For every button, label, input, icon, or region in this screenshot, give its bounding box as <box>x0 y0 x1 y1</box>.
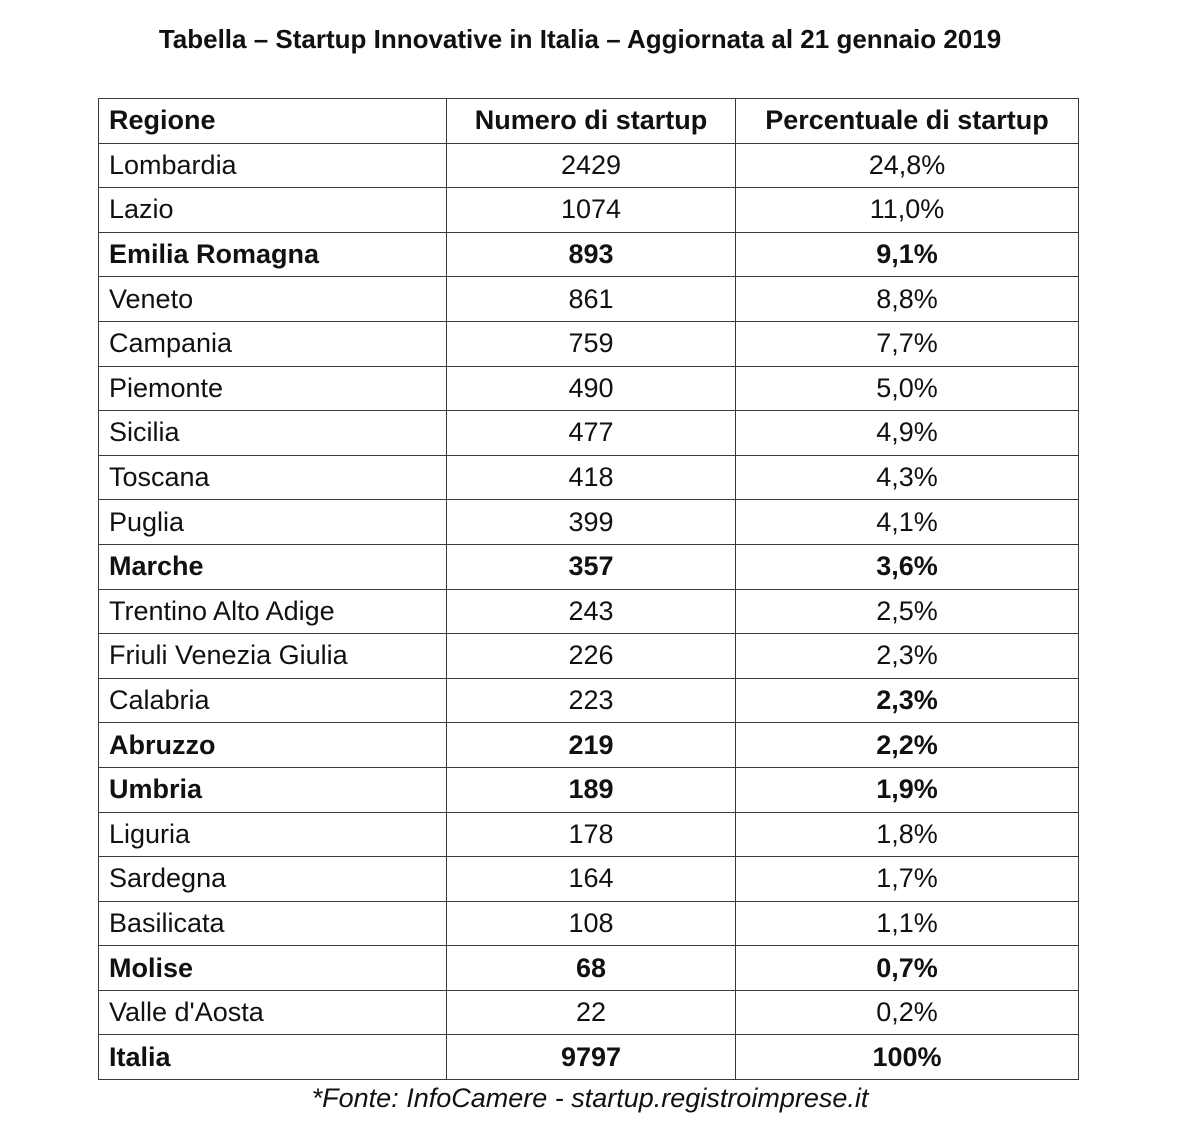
region-cell: Campania <box>98 320 447 367</box>
count-cell: 418 <box>446 454 736 501</box>
percent-cell: 2,3% <box>735 633 1079 679</box>
table-row: Veneto 861 8,8% <box>98 276 1079 322</box>
region-cell: Emilia Romagna <box>98 231 447 278</box>
region-cell: Marche <box>98 543 447 590</box>
table-row: Sardegna 164 1,7% <box>98 856 1079 902</box>
count-cell: 490 <box>446 365 736 412</box>
table-row: Sicilia 477 4,9% <box>98 410 1079 456</box>
region-cell: Sicilia <box>98 410 447 456</box>
table-row: Basilicata 108 1,1% <box>98 900 1079 947</box>
count-cell: 68 <box>446 945 736 991</box>
table-row: Toscana 418 4,3% <box>98 454 1079 501</box>
percent-cell: 1,7% <box>735 856 1079 902</box>
percent-cell: 1,8% <box>735 811 1079 858</box>
region-cell: Veneto <box>98 276 447 322</box>
count-cell: 223 <box>446 677 736 724</box>
count-cell: 243 <box>446 588 736 635</box>
table-row: Abruzzo 219 2,2% <box>98 722 1079 768</box>
region-cell: Puglia <box>98 499 447 545</box>
table-row: Campania 759 7,7% <box>98 320 1079 367</box>
region-cell: Italia <box>98 1034 447 1081</box>
region-cell: Lazio <box>98 187 447 233</box>
percent-cell: 11,0% <box>735 187 1079 233</box>
region-cell: Calabria <box>98 677 447 724</box>
region-cell: Abruzzo <box>98 722 447 768</box>
percent-cell: 5,0% <box>735 365 1079 412</box>
table-row: Calabria 223 2,3% <box>98 677 1079 724</box>
table-row: Trentino Alto Adige 243 2,5% <box>98 588 1079 635</box>
percent-cell: 9,1% <box>735 231 1079 278</box>
percent-cell: 4,1% <box>735 499 1079 545</box>
table-row: Piemonte 490 5,0% <box>98 365 1079 412</box>
region-cell: Trentino Alto Adige <box>98 588 447 635</box>
table-row: Liguria 178 1,8% <box>98 811 1079 858</box>
region-cell: Valle d'Aosta <box>98 989 447 1036</box>
table-row: Emilia Romagna 893 9,1% <box>98 231 1079 278</box>
table-row: Friuli Venezia Giulia 226 2,3% <box>98 633 1079 679</box>
count-cell: 357 <box>446 543 736 590</box>
percent-cell: 2,2% <box>735 722 1079 768</box>
percent-cell: 1,9% <box>735 766 1079 813</box>
count-cell: 9797 <box>446 1034 736 1081</box>
header-count: Numero di startup <box>446 98 736 144</box>
region-cell: Friuli Venezia Giulia <box>98 633 447 679</box>
table-row: Marche 357 3,6% <box>98 543 1079 590</box>
count-cell: 178 <box>446 811 736 858</box>
count-cell: 108 <box>446 900 736 947</box>
region-cell: Sardegna <box>98 856 447 902</box>
header-region: Regione <box>98 98 447 144</box>
region-cell: Piemonte <box>98 365 447 412</box>
count-cell: 2429 <box>446 142 736 189</box>
percent-cell: 0,7% <box>735 945 1079 991</box>
region-cell: Basilicata <box>98 900 447 947</box>
count-cell: 759 <box>446 320 736 367</box>
table-row: Lazio 1074 11,0% <box>98 187 1079 233</box>
percent-cell: 7,7% <box>735 320 1079 367</box>
percent-cell: 2,5% <box>735 588 1079 635</box>
table-row: Molise 68 0,7% <box>98 945 1079 991</box>
header-row: Regione Numero di startup Percentuale di… <box>98 98 1079 144</box>
total-row: Italia 9797 100% <box>98 1034 1079 1081</box>
percent-cell: 100% <box>735 1034 1079 1081</box>
table-row: Umbria 189 1,9% <box>98 766 1079 813</box>
percent-cell: 8,8% <box>735 276 1079 322</box>
count-cell: 477 <box>446 410 736 456</box>
count-cell: 893 <box>446 231 736 278</box>
count-cell: 1074 <box>446 187 736 233</box>
percent-cell: 4,9% <box>735 410 1079 456</box>
percent-cell: 4,3% <box>735 454 1079 501</box>
count-cell: 164 <box>446 856 736 902</box>
region-cell: Toscana <box>98 454 447 501</box>
count-cell: 22 <box>446 989 736 1036</box>
source-note: *Fonte: InfoCamere - startup.registroimp… <box>311 1083 869 1113</box>
header-percent: Percentuale di startup <box>735 98 1079 144</box>
table-body: Lombardia 2429 24,8% Lazio 1074 11,0% Emilia… <box>98 142 1079 1081</box>
count-cell: 219 <box>446 722 736 768</box>
region-cell: Liguria <box>98 811 447 858</box>
startup-table: Regione Numero di startup Percentuale di… <box>98 98 1079 1081</box>
table-row: Lombardia 2429 24,8% <box>98 142 1079 189</box>
percent-cell: 0,2% <box>735 989 1079 1036</box>
table-header: Regione Numero di startup Percentuale di… <box>98 98 1079 144</box>
region-cell: Umbria <box>98 766 447 813</box>
table-row: Puglia 399 4,1% <box>98 499 1079 545</box>
count-cell: 226 <box>446 633 736 679</box>
region-cell: Molise <box>98 945 447 991</box>
count-cell: 399 <box>446 499 736 545</box>
count-cell: 189 <box>446 766 736 813</box>
count-cell: 861 <box>446 276 736 322</box>
percent-cell: 2,3% <box>735 677 1079 724</box>
region-cell: Lombardia <box>98 142 447 189</box>
percent-cell: 3,6% <box>735 543 1079 590</box>
percent-cell: 1,1% <box>735 900 1079 947</box>
page-title: Tabella – Startup Innovative in Italia –… <box>158 24 1002 54</box>
percent-cell: 24,8% <box>735 142 1079 189</box>
table-row: Valle d'Aosta 22 0,2% <box>98 989 1079 1036</box>
